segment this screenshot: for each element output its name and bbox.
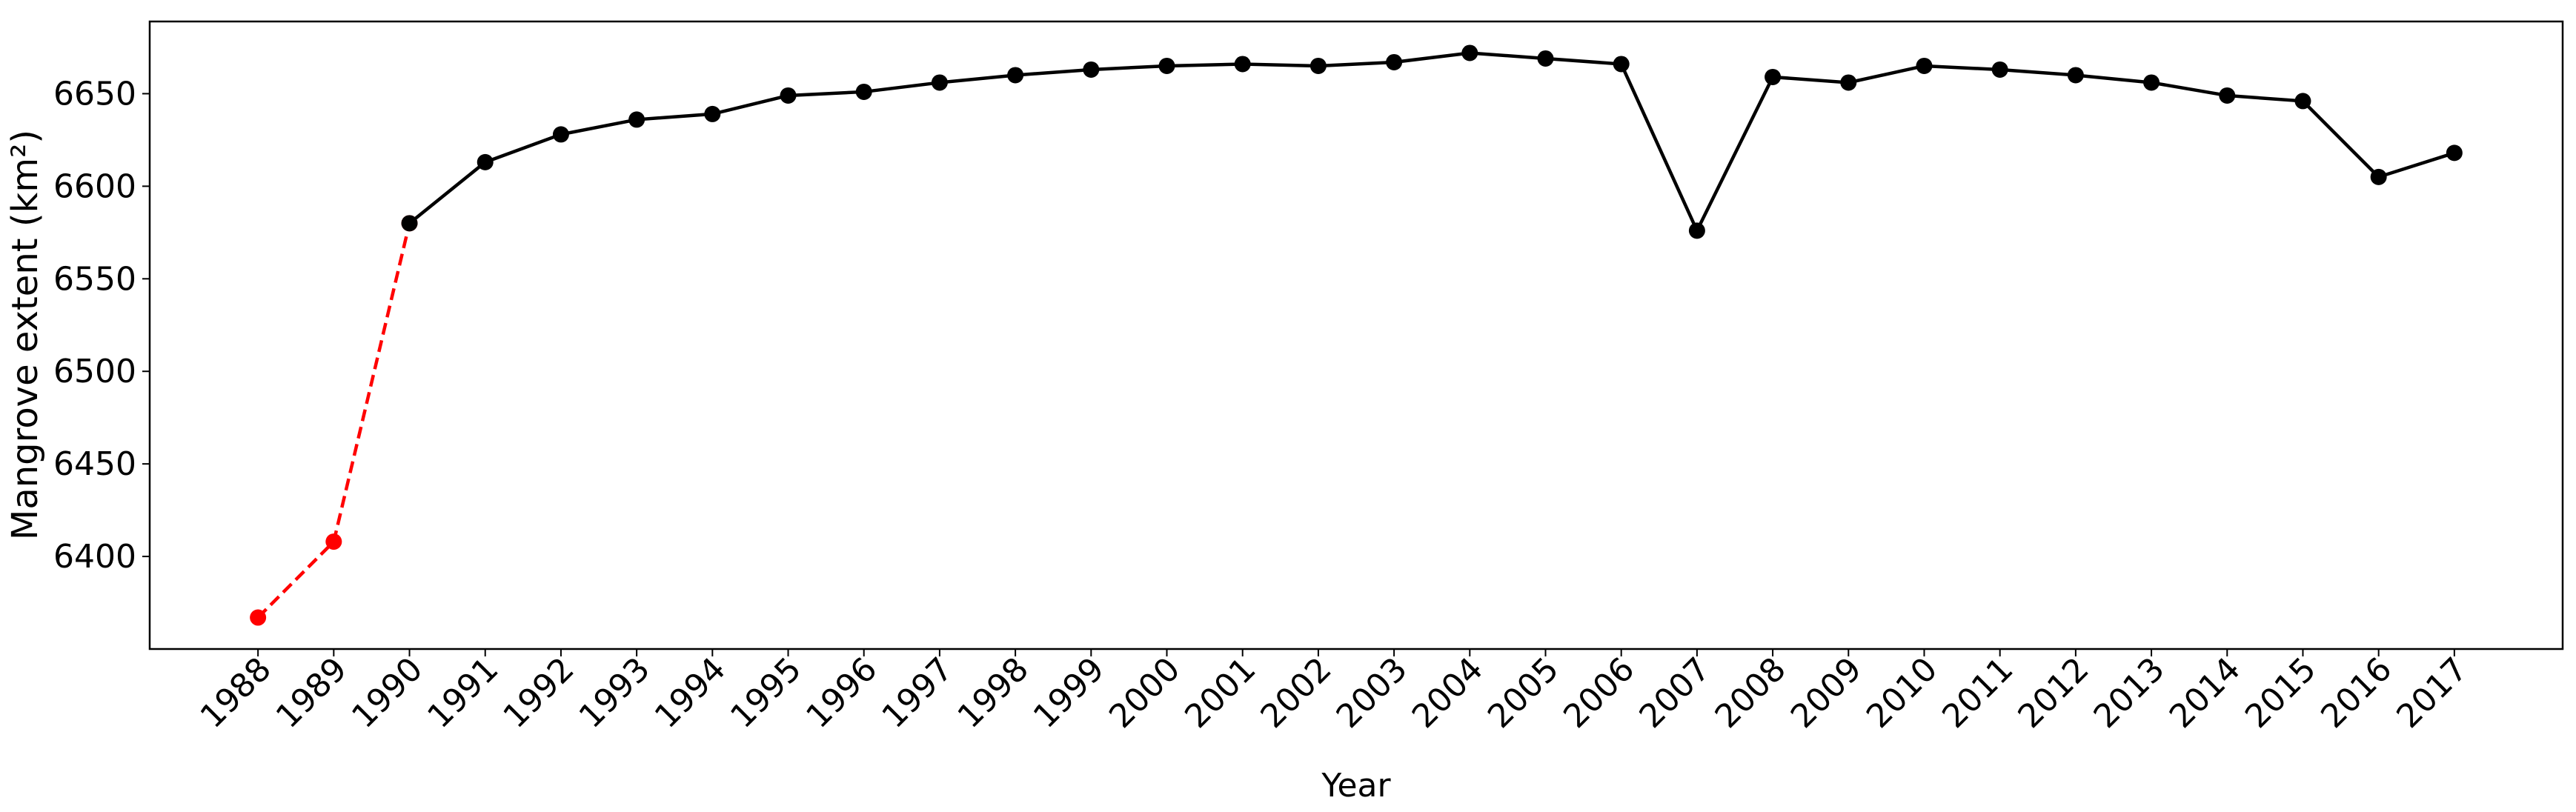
data-point [1234, 56, 1251, 73]
x-tick-label: 2012 [2011, 650, 2096, 736]
data-point [2067, 67, 2084, 84]
y-tick-label: 6650 [53, 75, 136, 113]
y-tick-label: 6400 [53, 538, 136, 576]
x-tick-label: 1988 [193, 650, 279, 736]
x-tick-label: 2003 [1330, 650, 1415, 736]
x-tick-label: 2004 [1405, 650, 1490, 736]
y-axis-label: Mangrove extent (km²) [4, 130, 46, 540]
x-tick-label: 2008 [1708, 650, 1793, 736]
y-tick-label: 6450 [53, 445, 136, 483]
data-point [2446, 144, 2463, 162]
data-point [1083, 61, 1100, 78]
x-tick-label: 1993 [572, 650, 657, 736]
series-line [256, 222, 411, 619]
data-point [780, 87, 797, 104]
data-point [2370, 168, 2387, 185]
data-point [2294, 93, 2311, 110]
data-point [855, 83, 872, 100]
x-tick-label: 2013 [2087, 650, 2172, 736]
x-tick-label: 2007 [1632, 650, 1717, 736]
y-tick-label: 6500 [53, 353, 136, 390]
data-point [931, 74, 948, 91]
data-point [704, 105, 721, 122]
x-tick-label: 2001 [1178, 650, 1263, 736]
x-tick-label: 2002 [1253, 650, 1338, 736]
data-point [250, 609, 267, 626]
x-tick-label: 2009 [1784, 650, 1869, 736]
plot-frame [148, 20, 2564, 650]
x-tick-label: 1995 [723, 650, 809, 736]
data-point [401, 215, 418, 232]
series-line [408, 51, 2455, 235]
data-point [1386, 53, 1403, 70]
x-tick-label: 1989 [269, 650, 354, 736]
x-tick-label: 1994 [648, 650, 733, 736]
data-point [325, 533, 342, 550]
x-tick-label: 2005 [1481, 650, 1566, 736]
x-tick-label: 1992 [496, 650, 581, 736]
data-point [2219, 87, 2236, 104]
data-point [1840, 74, 1857, 91]
data-point [1765, 68, 1782, 85]
x-tick-label: 2000 [1102, 650, 1187, 736]
x-tick-label: 2016 [2314, 650, 2399, 736]
x-tick-label: 1999 [1026, 650, 1112, 736]
data-point [628, 111, 645, 128]
y-tick-label: 6550 [53, 260, 136, 298]
x-tick-label: 1991 [420, 650, 505, 736]
x-tick-label: 1997 [874, 650, 960, 736]
data-point [1461, 44, 1478, 61]
data-point [1007, 67, 1024, 84]
data-point [1688, 222, 1705, 239]
data-point [1613, 56, 1630, 73]
data-point [1309, 57, 1327, 74]
x-tick-label: 2017 [2389, 650, 2474, 736]
data-point [552, 126, 569, 143]
data-point [2143, 74, 2160, 91]
data-point [1158, 57, 1175, 74]
y-tick-label: 6600 [53, 167, 136, 205]
data-point [1991, 61, 2008, 78]
data-point [477, 153, 494, 170]
x-tick-label: 2014 [2162, 650, 2248, 736]
x-tick-label: 1990 [345, 650, 430, 736]
x-tick-label: 2006 [1556, 650, 1641, 736]
x-axis-label: Year [1321, 767, 1391, 805]
x-tick-label: 2015 [2238, 650, 2323, 736]
x-tick-label: 2011 [1935, 650, 2020, 736]
data-point [1916, 57, 1933, 74]
x-tick-label: 1998 [951, 650, 1036, 736]
x-tick-label: 2010 [1859, 650, 1945, 736]
x-tick-label: 1996 [799, 650, 884, 736]
data-point [1537, 50, 1554, 67]
